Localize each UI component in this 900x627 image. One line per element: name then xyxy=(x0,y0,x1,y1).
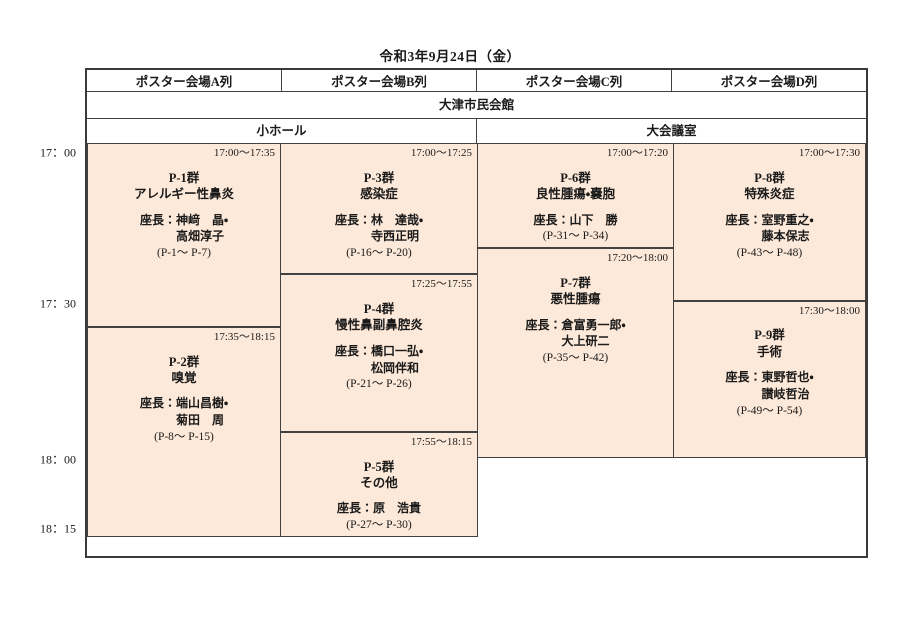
session-topic: 嗅覚 xyxy=(171,370,197,385)
session-topic: アレルギー性鼻炎 xyxy=(133,187,234,201)
session-topic: 良性腫瘍・嚢胞 xyxy=(535,187,616,201)
session-group-number: P-3群 xyxy=(363,170,395,185)
session-chairs: 座長：林 達哉・ 寺西正明 xyxy=(334,212,424,244)
session-chairs: 座長：端山昌樹・ 菊田 周 xyxy=(139,396,229,428)
session-topic: 手術 xyxy=(756,344,782,359)
session-group-number: P-1群 xyxy=(168,170,200,185)
session-block: 17:55～18:15 P-5群 その他 座長：原 浩貴 (P-27～ P-30… xyxy=(280,431,478,537)
session-topic: 悪性腫瘍 xyxy=(550,292,601,307)
time-label-1730: 17：30 xyxy=(39,296,76,311)
column-header-c: ポスター会場C列 xyxy=(477,70,672,91)
room-header-row: 小ホール 大会議室 xyxy=(87,119,866,143)
column-header-b: ポスター会場B列 xyxy=(282,70,477,91)
session-time-range: 17:20～18:00 xyxy=(606,252,668,265)
venue-header-row: ポスター会場A列 ポスター会場B列 ポスター会場C列 ポスター会場D列 xyxy=(87,70,866,92)
session-topic: 感染症 xyxy=(360,187,398,201)
session-page-range: (P-49～ P-54) xyxy=(736,404,803,417)
session-time-range: 17:00～17:25 xyxy=(410,147,472,159)
session-time-range: 17:35～18:15 xyxy=(213,330,275,343)
session-chairs: 座長：神﨑 晶・ 高畑淳子 xyxy=(139,212,229,244)
session-block: 17:00～17:25 P-3群 感染症 座長：林 達哉・ 寺西正明 (P-16… xyxy=(280,143,478,275)
session-group-number: P-7群 xyxy=(560,275,591,290)
session-time-range: 17:00～17:30 xyxy=(798,147,860,159)
session-time-range: 17:30～18:00 xyxy=(798,304,860,317)
session-page-range: (P-31～ P-34) xyxy=(542,230,609,243)
session-topic: 慢性鼻副鼻腔炎 xyxy=(335,318,423,333)
session-page-range: (P-21～ P-26) xyxy=(346,378,412,391)
session-group-number: P-4群 xyxy=(363,302,395,317)
session-topic: 特殊炎症 xyxy=(744,187,795,201)
session-page-range: (P-43～ P-48) xyxy=(736,247,803,260)
page-title: 令和3年9月24日（金） xyxy=(379,49,521,64)
session-group-number: P-5群 xyxy=(363,459,395,474)
session-time-range: 17:00～17:35 xyxy=(213,147,275,159)
session-chairs: 座長：室野重之・ 藤本保志 xyxy=(725,212,814,244)
session-page-range: (P-16～ P-20) xyxy=(346,247,412,260)
session-chairs: 座長：東野哲也・ 讃岐哲治 xyxy=(725,370,814,401)
session-page-range: (P-35～ P-42) xyxy=(542,352,609,365)
time-label-1700: 17：00 xyxy=(39,145,76,160)
room-header-main-conference: 大会議室 xyxy=(646,124,697,138)
session-block: 17:20～18:00 P-7群 悪性腫瘍 座長：倉富勇一郎・ 大上研二 (P-… xyxy=(477,248,674,459)
session-chairs: 座長：橋口一弘・ 松岡伴和 xyxy=(334,343,424,375)
building-header: 大津市民会館 xyxy=(87,92,866,119)
session-block: 17:25～17:55 P-4群 慢性鼻副鼻腔炎 座長：橋口一弘・ 松岡伴和 (… xyxy=(280,274,478,432)
session-chairs: 座長：山下 勝 xyxy=(533,212,618,227)
time-grid: 17:00～17:35 P-1群 アレルギー性鼻炎 座長：神﨑 晶・ 高畑淳子 … xyxy=(87,143,866,537)
session-group-number: P-9群 xyxy=(754,328,785,343)
session-chairs: 座長：倉富勇一郎・ 大上研二 xyxy=(525,317,626,349)
room-header-small-hall: 小ホール xyxy=(87,119,477,143)
session-page-range: (P-1～ P-7) xyxy=(157,247,211,260)
time-label-1800: 18：00 xyxy=(39,452,76,467)
session-block: 17:00～17:30 P-8群 特殊炎症 座長：室野重之・ 藤本保志 (P-4… xyxy=(673,143,866,301)
session-block: 17:30～18:00 P-9群 手術 座長：東野哲也・ 讃岐哲治 (P-49～… xyxy=(673,300,866,459)
session-group-number: P-2群 xyxy=(168,354,200,369)
session-time-range: 17:25～17:55 xyxy=(410,278,472,291)
session-topic: その他 xyxy=(360,475,398,490)
schedule-table: ポスター会場A列 ポスター会場B列 ポスター会場C列 ポスター会場D列 大津市民… xyxy=(85,68,868,558)
session-block: 17:00～17:35 P-1群 アレルギー性鼻炎 座長：神﨑 晶・ 高畑淳子 … xyxy=(87,143,281,327)
session-block: 17:00～17:20 P-6群 良性腫瘍・嚢胞 座長：山下 勝 (P-31～ … xyxy=(477,143,674,249)
session-page-range: (P-27～ P-30) xyxy=(346,519,412,532)
session-group-number: P-6群 xyxy=(560,170,591,185)
column-header-d: ポスター会場D列 xyxy=(720,75,818,89)
session-chairs: 座長：原 浩貴 xyxy=(336,501,421,516)
session-group-number: P-8群 xyxy=(754,170,785,185)
session-page-range: (P-8～ P-15) xyxy=(154,430,214,443)
time-label-1815: 18：15 xyxy=(39,521,76,536)
session-time-range: 17:55～18:15 xyxy=(410,435,472,448)
session-block: 17:35～18:15 P-2群 嗅覚 座長：端山昌樹・ 菊田 周 (P-8～ … xyxy=(87,326,281,537)
column-header-a: ポスター会場A列 xyxy=(87,70,282,91)
session-time-range: 17:00～17:20 xyxy=(606,147,668,159)
